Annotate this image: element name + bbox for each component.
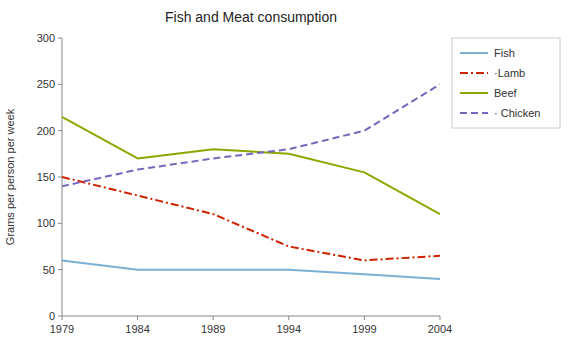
- legend-label: ·Lamb: [494, 67, 525, 79]
- x-tick-label: 2004: [428, 323, 452, 335]
- series-line: [62, 84, 440, 186]
- x-tick: [440, 316, 441, 320]
- y-tick-label: 100: [37, 217, 55, 229]
- title: Fish and Meat consumption: [165, 9, 337, 25]
- x-tick-label: 1994: [277, 323, 301, 335]
- legend-frame: [452, 38, 560, 128]
- legend-swatch: [460, 112, 488, 114]
- legend: Fish ·Lamb Beef · Chicken: [452, 38, 560, 128]
- y-tick: [58, 130, 62, 131]
- series-lines: [62, 84, 440, 279]
- legend-label: Fish: [494, 47, 515, 59]
- background: [0, 0, 568, 348]
- y-axis-label: Grams per person per week: [4, 108, 16, 245]
- y-tick-label: 0: [49, 310, 55, 322]
- x-tick: [62, 316, 63, 320]
- series-line: [62, 260, 440, 279]
- x-axis-line: [62, 316, 440, 317]
- y-tick-label: 300: [37, 32, 55, 44]
- x-tick-label: 1999: [352, 323, 376, 335]
- y-tick: [58, 84, 62, 85]
- series-line: [62, 177, 440, 260]
- x-tick: [364, 316, 365, 320]
- legend-label: · Chicken: [494, 107, 540, 119]
- x-tick: [288, 316, 289, 320]
- y-tick-label: 150: [37, 171, 55, 183]
- y-tick: [58, 38, 62, 39]
- chart: Fish and Meat consumption Grams per perso…: [0, 0, 568, 348]
- axes: 0 50 100 150 200 250 300 1979 1984 1989 1994 1999 20…: [37, 32, 453, 335]
- legend-swatch: [460, 92, 488, 94]
- x-tick-label: 1979: [50, 323, 74, 335]
- y-tick-label: 50: [43, 264, 55, 276]
- y-tick: [58, 177, 62, 178]
- x-tick: [137, 316, 138, 320]
- y-tick: [58, 269, 62, 270]
- x-tick-label: 1984: [125, 323, 149, 335]
- y-tick: [58, 316, 62, 317]
- series-line: [62, 117, 440, 214]
- y-tick: [58, 223, 62, 224]
- legend-swatch: [460, 72, 488, 74]
- y-tick-label: 250: [37, 78, 55, 90]
- legend-label: Beef: [494, 87, 518, 99]
- chart-container: Fish and Meat consumption Grams per perso…: [0, 0, 568, 348]
- legend-swatch: [460, 52, 488, 54]
- x-tick: [213, 316, 214, 320]
- x-tick-label: 1989: [201, 323, 225, 335]
- y-tick-label: 200: [37, 125, 55, 137]
